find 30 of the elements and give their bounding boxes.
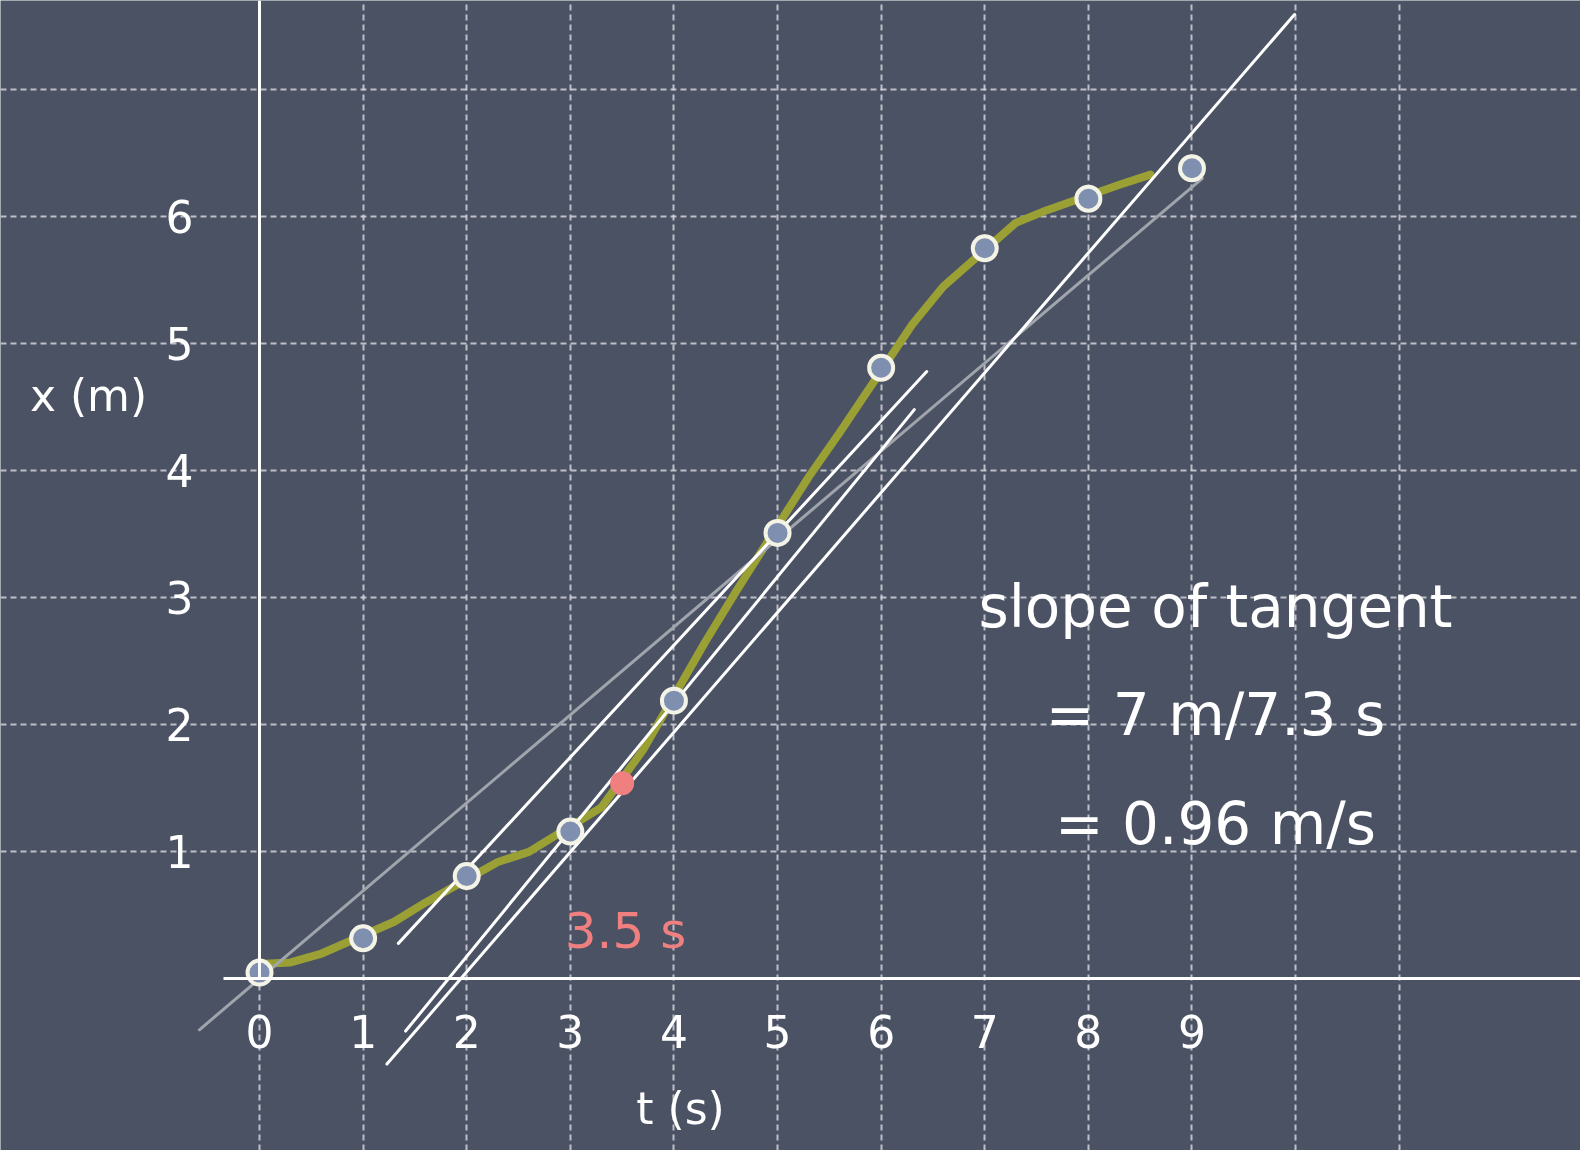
y-tick-label: 6 [165, 192, 194, 244]
x-tick-label: 7 [970, 1006, 999, 1058]
x-tick-label: 9 [1177, 1006, 1206, 1058]
x-tick-label: 6 [867, 1006, 896, 1058]
x-tick-label: 5 [763, 1006, 792, 1058]
point [452, 862, 481, 890]
y-tick-label: 5 [165, 319, 194, 371]
point [867, 353, 896, 382]
point [970, 234, 999, 263]
x-tick-label: 0 [245, 1006, 274, 1058]
x-tick-label: 4 [659, 1006, 688, 1058]
x-axis-title: t (s) [636, 1083, 725, 1134]
point [1074, 184, 1103, 213]
x-tick-label: 2 [452, 1006, 481, 1058]
point [349, 924, 378, 953]
annotation: 3.5 s [564, 901, 687, 960]
y-tick-label: 1 [165, 827, 194, 879]
annotation: slope of tangent = 7 m/7.3 s = 0.96 m/s [978, 572, 1453, 859]
x-tick-label: 1 [349, 1006, 378, 1058]
y-tick-label: 4 [165, 446, 194, 498]
point [659, 686, 688, 715]
point [556, 817, 585, 846]
x-tick-label: 3 [556, 1006, 585, 1058]
y-tick-label: 3 [165, 573, 194, 625]
y-axis-title: x (m) [29, 370, 148, 421]
point [763, 518, 792, 547]
x-tick-label: 8 [1074, 1006, 1103, 1058]
point [610, 771, 635, 796]
point [1177, 154, 1206, 183]
y-tick-label: 2 [165, 700, 194, 752]
